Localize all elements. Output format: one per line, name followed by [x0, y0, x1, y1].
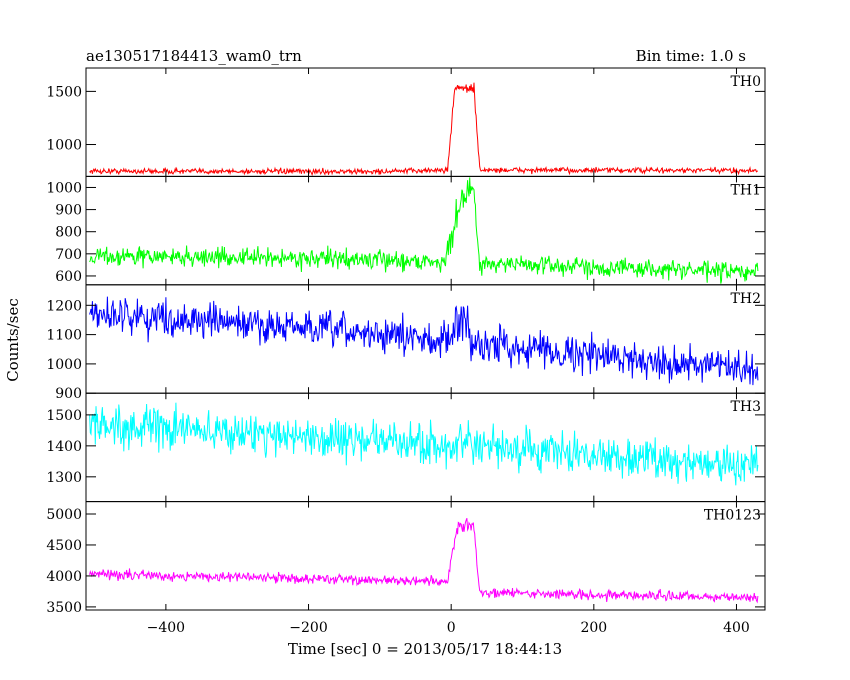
- y-tick-label: 900: [55, 386, 82, 402]
- panel-label: TH3: [731, 399, 761, 415]
- y-tick-label: 1000: [46, 138, 82, 154]
- series-line-th0123: [89, 518, 759, 604]
- x-tick-label: −200: [289, 620, 327, 636]
- x-tick-label: 0: [447, 620, 456, 636]
- y-tick-label: 4000: [46, 569, 82, 585]
- y-tick-label: 1000: [46, 180, 82, 196]
- series-line-th0: [89, 82, 758, 177]
- series-line-th2: [89, 296, 759, 386]
- y-tick-label: 700: [55, 247, 82, 263]
- y-tick-label: 1100: [46, 328, 82, 344]
- panel-label: TH2: [731, 291, 761, 307]
- x-axis-label: Time [sec] 0 = 2013/05/17 18:44:13: [288, 640, 562, 658]
- panel-th1: 600 700 800 900 1000 TH1: [46, 175, 766, 286]
- y-tick-label: 600: [55, 269, 82, 285]
- panel-th2: 900 1000 1100 1200 TH2: [46, 284, 766, 402]
- y-tick-label: 5000: [46, 507, 82, 523]
- y-tick-label: 800: [55, 225, 82, 241]
- panel-frame: [85, 67, 766, 177]
- x-tick-label: −400: [147, 620, 185, 636]
- panels-group: 1000 1500 TH0 600 700 800 900 1000 TH1 900 1000 110…: [46, 67, 766, 636]
- x-tick-label: 200: [580, 620, 607, 636]
- panel-th0123: 3500 4000 4500 5000 TH0123: [46, 501, 766, 616]
- y-tick-label: 1400: [46, 439, 82, 455]
- y-axis-label: Counts/sec: [4, 298, 22, 382]
- panel-th3: 1300 1400 1500 TH3: [46, 392, 766, 503]
- chart-subtitle: Bin time: 1.0 s: [636, 47, 746, 65]
- chart-title: ae130517184413_wam0_trn: [86, 47, 302, 65]
- y-tick-label: 1000: [46, 357, 82, 373]
- y-tick-label: 900: [55, 203, 82, 219]
- y-tick-label: 4500: [46, 538, 82, 554]
- series-line-th1: [89, 177, 759, 284]
- panel-frame: [85, 392, 766, 503]
- series-line-th3: [89, 402, 759, 486]
- panel-label: TH1: [731, 182, 761, 198]
- panel-frame: [85, 284, 766, 394]
- panel-th0: 1000 1500 TH0: [46, 67, 766, 177]
- y-tick-label: 1500: [46, 84, 82, 100]
- y-tick-label: 1300: [46, 470, 82, 486]
- y-tick-label: 1200: [46, 298, 82, 314]
- y-tick-label: 1500: [46, 408, 82, 424]
- y-tick-label: 3500: [46, 600, 82, 616]
- panel-frame: [85, 501, 766, 611]
- panel-label: TH0: [731, 74, 761, 90]
- x-tick-label: 400: [723, 620, 750, 636]
- panel-label: TH0123: [704, 508, 761, 524]
